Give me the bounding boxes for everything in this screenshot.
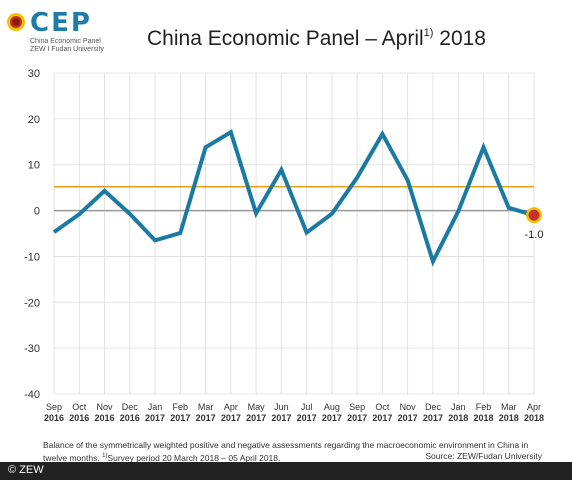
x-tick-label-month: Jan: [451, 402, 466, 412]
y-tick-label: 30: [28, 68, 40, 80]
x-tick-label-month: Nov: [400, 402, 417, 412]
x-tick-label-year: 2018: [499, 413, 519, 423]
x-tick-label-year: 2017: [423, 413, 443, 423]
logo-subtitle: China Economic Panel: [30, 38, 101, 45]
source-note: Source: ZEW/Fudan University: [425, 451, 542, 461]
x-tick-label-year: 2017: [372, 413, 392, 423]
y-tick-label: -40: [24, 389, 40, 401]
x-tick-label-month: Jul: [301, 402, 313, 412]
x-tick-label-month: Feb: [476, 402, 492, 412]
survey-period: Survey period 20 March 2018 – 05 April 2…: [107, 452, 281, 463]
x-tick-label-month: Oct: [375, 402, 390, 412]
x-tick-label-month: Sep: [349, 402, 365, 412]
line-chart: 3020100-10-20-30-40Sep2016Oct2016Nov2016…: [24, 68, 544, 423]
title-year: 2018: [433, 27, 486, 50]
x-tick-label-month: Oct: [72, 402, 87, 412]
y-tick-label: -10: [24, 251, 40, 263]
logo-text: CEP: [30, 8, 92, 38]
footnote-text: Balance of the symmetrically weighted po…: [43, 440, 529, 463]
logo-affiliation: ZEW I Fudan University: [30, 46, 104, 53]
x-tick-label-month: Jan: [148, 402, 163, 412]
title-footnote-mark: 1): [423, 27, 434, 39]
y-tick-label: -30: [24, 343, 40, 355]
x-tick-label-year: 2017: [145, 413, 165, 423]
x-tick-label-year: 2017: [170, 413, 190, 423]
x-tick-label-year: 2017: [196, 413, 216, 423]
x-tick-label-year: 2017: [246, 413, 266, 423]
series-line: [52, 129, 535, 267]
footnote-mark: 1): [102, 453, 108, 459]
x-tick-label-year: 2016: [44, 413, 64, 423]
title-main: China Economic Panel – April: [147, 27, 424, 50]
x-tick-label-month: Apr: [527, 402, 541, 412]
x-tick-label-year: 2017: [322, 413, 342, 423]
x-tick-label-year: 2018: [448, 413, 468, 423]
x-tick-label-month: Dec: [425, 402, 442, 412]
x-tick-label-month: Aug: [324, 402, 340, 412]
copyright-bar: © ZEW: [0, 462, 572, 480]
y-tick-label: -20: [24, 297, 40, 309]
x-tick-label-year: 2016: [120, 413, 140, 423]
x-tick-label-year: 2017: [271, 413, 291, 423]
x-tick-label-month: Jun: [274, 402, 289, 412]
x-tick-label-month: May: [248, 402, 266, 412]
x-tick-label-year: 2018: [524, 413, 544, 423]
y-tick-label: 10: [28, 160, 40, 172]
x-tick-label-year: 2016: [95, 413, 115, 423]
x-tick-label-year: 2016: [69, 413, 89, 423]
last-point-marker: [528, 209, 540, 221]
last-value-label: -1.0: [525, 229, 544, 241]
copyright-text: © ZEW: [8, 464, 44, 476]
x-tick-label-month: Sep: [46, 402, 62, 412]
x-tick-label-year: 2017: [221, 413, 241, 423]
x-tick-label-month: Apr: [224, 402, 238, 412]
x-tick-label-month: Mar: [501, 402, 517, 412]
x-tick-label-month: Mar: [198, 402, 214, 412]
x-tick-label-year: 2017: [347, 413, 367, 423]
x-tick-label-year: 2017: [297, 413, 317, 423]
cep-logo-icon: [7, 13, 25, 31]
x-tick-label-month: Nov: [97, 402, 114, 412]
chart-footnote: Balance of the symmetrically weighted po…: [43, 440, 543, 464]
page-title: China Economic Panel – April1) 2018: [147, 20, 486, 52]
x-tick-label-month: Feb: [173, 402, 189, 412]
y-tick-label: 0: [34, 206, 40, 218]
x-tick-label-month: Dec: [122, 402, 139, 412]
cep-logo: CEP China Economic Panel ZEW I Fudan Uni…: [6, 8, 126, 53]
x-tick-label-year: 2017: [398, 413, 418, 423]
y-tick-label: 20: [28, 114, 40, 126]
x-tick-label-year: 2018: [473, 413, 493, 423]
